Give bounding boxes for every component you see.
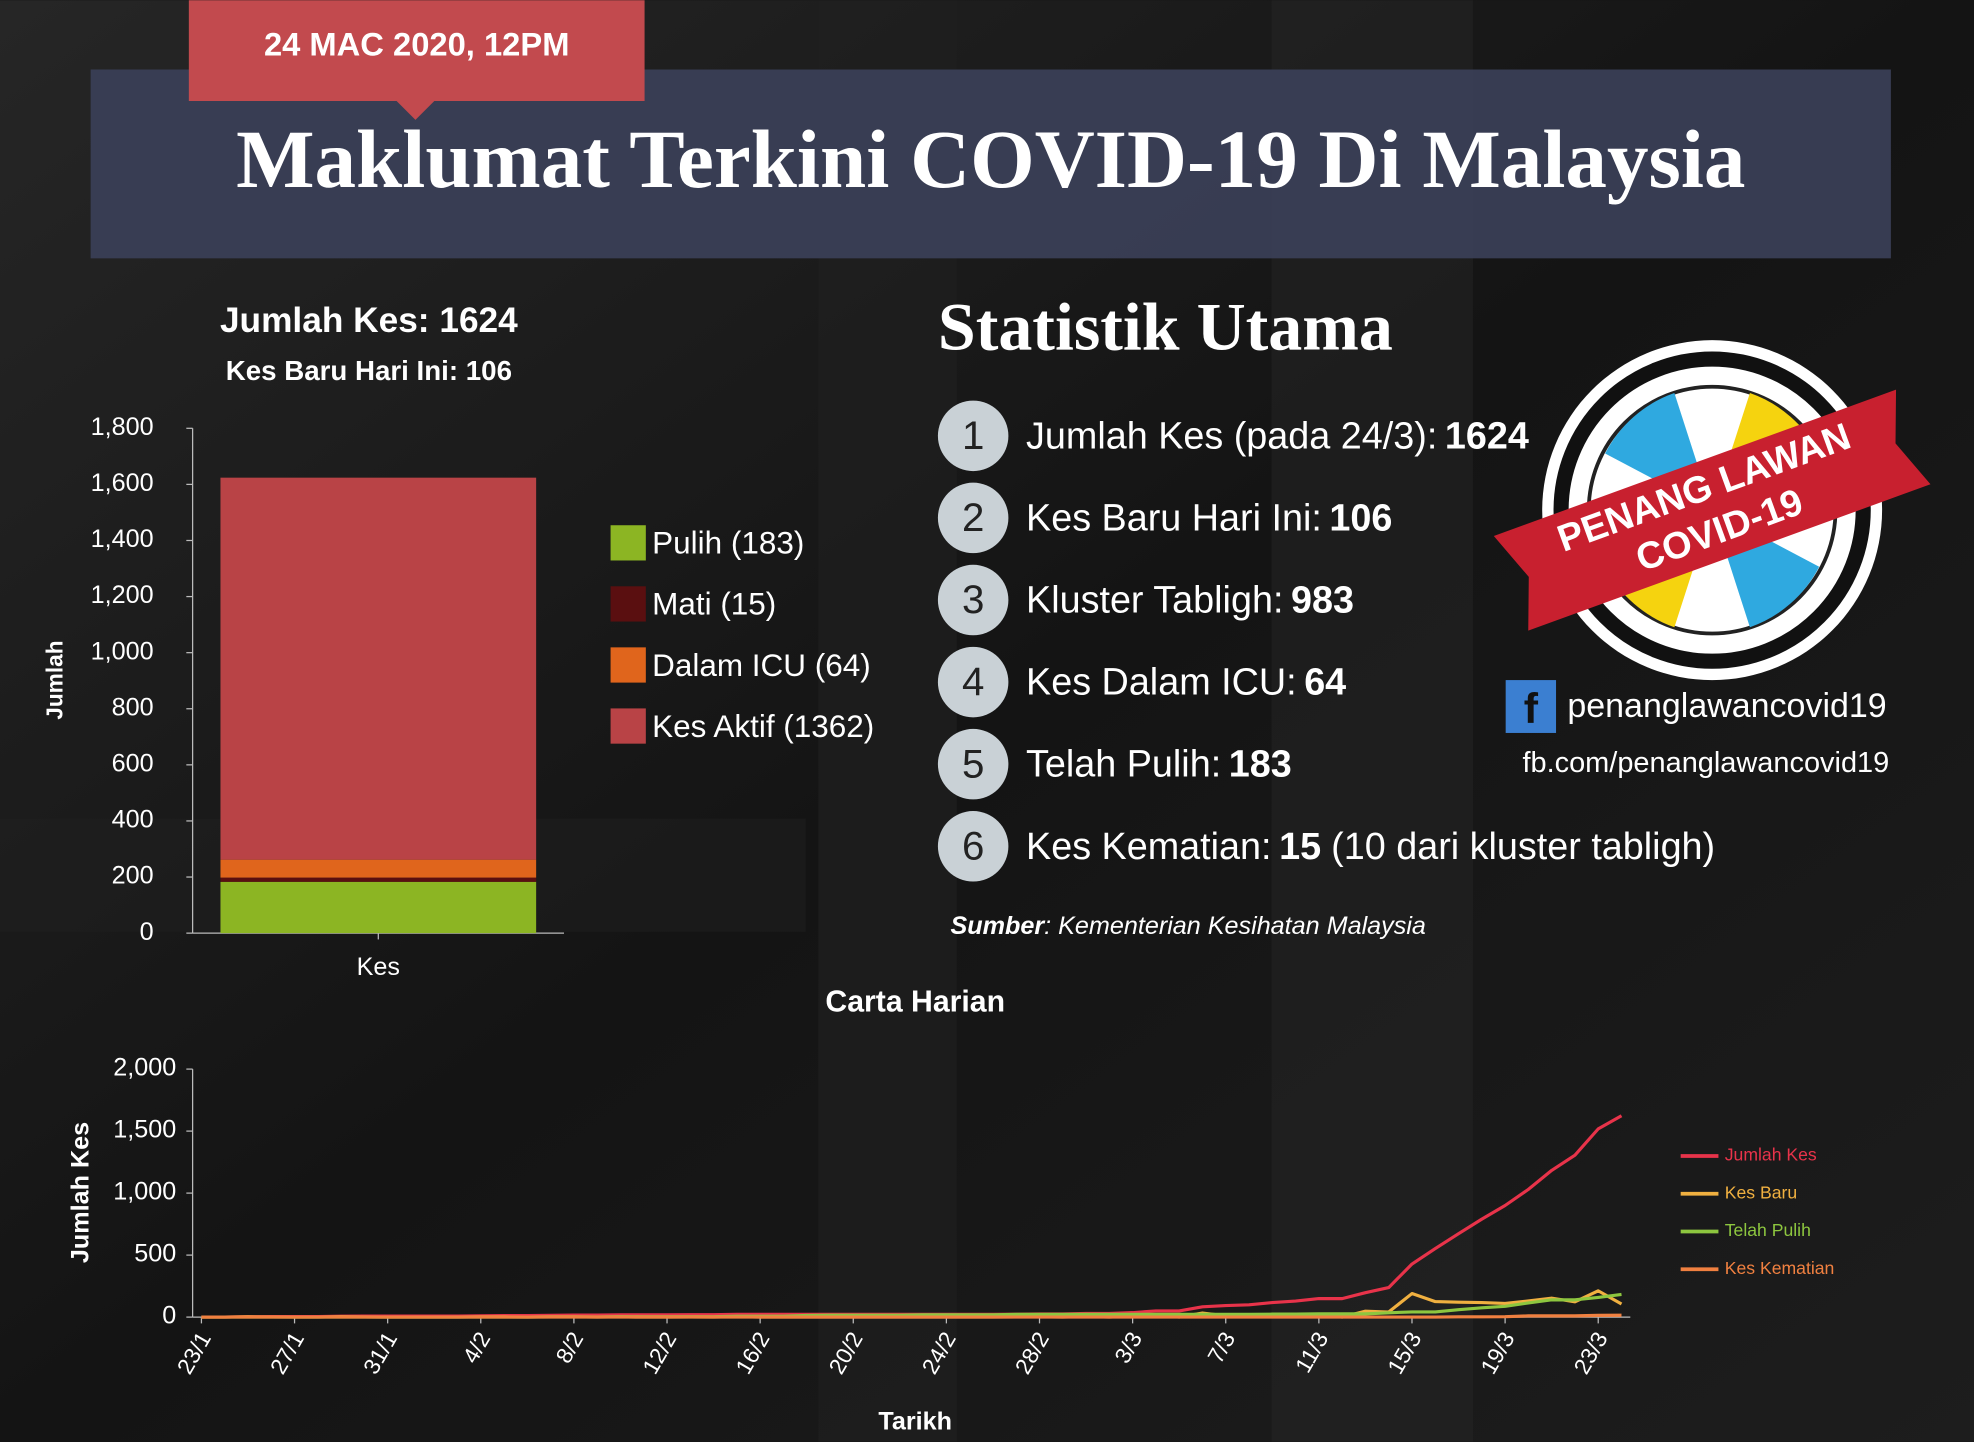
legend-swatch [610, 647, 646, 683]
legend-label: Telah Pulih [1725, 1220, 1811, 1240]
legend-label: Kes Baru [1725, 1182, 1797, 1202]
bar-chart-subtitle: Kes Baru Hari Ini: 106 [226, 355, 512, 386]
badge-ribbon [1493, 389, 1931, 631]
legend-label: Pulih (183) [652, 526, 804, 561]
stat-number: 6 [962, 823, 984, 868]
bar-segment [220, 859, 537, 878]
line-chart-title: Carta Harian [825, 986, 1005, 1019]
y-tick-label: 0 [162, 1302, 176, 1330]
stat-item: Kes Dalam ICU: 64 [1026, 662, 1346, 704]
bar-segment [220, 877, 537, 882]
legend-swatch [610, 586, 646, 622]
legend-label: Dalam ICU (64) [652, 648, 871, 683]
stat-item: Telah Pulih: 183 [1026, 744, 1292, 786]
bar-chart-title: Jumlah Kes: 1624 [220, 301, 518, 340]
date: 24 MAC 2020, 12PM [264, 25, 570, 62]
stats-title: Statistik Utama [938, 288, 1393, 364]
y-tick-label: 1,200 [91, 581, 154, 609]
facebook-icon [1505, 680, 1557, 733]
source-label: Sumber [950, 911, 1045, 939]
legend-swatch [610, 525, 646, 561]
badge-ring [1553, 351, 1871, 669]
y-tick-label: 0 [140, 918, 154, 946]
stat-value: 106 [1329, 497, 1392, 539]
legend-label: Kes Aktif (1362) [652, 709, 874, 744]
stat-number: 3 [962, 577, 984, 622]
stat-note: (10 dari kluster tabligh) [1331, 826, 1715, 868]
stat-label: Telah Pulih: [1026, 744, 1221, 786]
stats-list: 1 Jumlah Kes (pada 24/3): 1624 2 Kes Baru Ha… [937, 400, 1715, 882]
y-tick-label: 1,600 [91, 469, 154, 497]
legend-swatch [610, 708, 646, 744]
y-tick-label: 1,000 [91, 637, 154, 665]
stat-item: Kes Baru Hari Ini: 106 [1026, 497, 1392, 539]
stat-number-circle [937, 482, 1009, 554]
facebook-url: fb.com/penanglawancovid19 [1522, 747, 1889, 779]
stat-number-circle [937, 811, 1009, 882]
facebook-icon-letter: f [1524, 685, 1539, 733]
y-tick-label: 600 [112, 750, 154, 778]
source: Sumber: Kementerian Kesihatan Malaysia [950, 911, 1425, 939]
stat-number-circle [937, 646, 1009, 718]
y-axis-label: Jumlah [42, 640, 68, 719]
stat-label: Jumlah Kes (pada 24/3): [1026, 415, 1437, 457]
stat-value: 983 [1291, 580, 1354, 622]
stat-number: 1 [962, 413, 984, 458]
badge: PENANG LAWAN COVID-19 [1493, 340, 1931, 681]
x-tick-label: Kes [357, 953, 400, 981]
y-tick-label: 1,400 [91, 525, 154, 553]
y-tick-label: 500 [134, 1240, 176, 1268]
line-series [201, 1313, 1622, 1319]
y-tick-label: 200 [112, 862, 154, 890]
stat-item: Kluster Tabligh: 983 [1026, 580, 1354, 622]
source-text: : Kementerian Kesihatan Malaysia [1044, 911, 1426, 939]
date-tab [188, 0, 645, 120]
stat-label: Kluster Tabligh: [1026, 580, 1283, 622]
stat-item: Jumlah Kes (pada 24/3): 1624 [1026, 415, 1529, 457]
stat-number: 4 [962, 659, 984, 704]
stat-item: Kes Kematian: 15 (10 dari kluster tabligh) [1026, 826, 1715, 868]
y-tick-label: 1,500 [113, 1116, 176, 1144]
legend-label: Jumlah Kes [1725, 1145, 1817, 1165]
stat-value: 183 [1229, 744, 1292, 786]
stat-value: 15 [1279, 826, 1321, 868]
legend-label: Mati (15) [652, 587, 776, 622]
bar-segment [220, 477, 537, 860]
stat-label: Kes Dalam ICU: [1026, 662, 1297, 704]
stat-number-circle [937, 728, 1009, 800]
x-axis-label: Tarikh [878, 1408, 952, 1436]
y-axis-label: Jumlah Kes [66, 1122, 94, 1263]
facebook-handle: penanglawancovid19 [1567, 687, 1886, 725]
stat-value: 64 [1304, 662, 1346, 704]
y-tick-label: 400 [112, 806, 154, 834]
bar-segment [220, 881, 537, 934]
stat-number-circle [937, 400, 1009, 472]
stat-number: 5 [962, 741, 984, 786]
legend-label: Kes Kematian [1725, 1258, 1835, 1278]
y-tick-label: 2,000 [113, 1054, 176, 1082]
stat-label: Kes Kematian: [1026, 826, 1272, 868]
stat-value: 1624 [1445, 415, 1529, 457]
stat-label: Kes Baru Hari Ini: [1026, 497, 1322, 539]
stat-number: 2 [962, 495, 984, 540]
page-title: Maklumat Terkini COVID-19 Di Malaysia [236, 113, 1745, 205]
y-tick-label: 800 [112, 693, 154, 721]
y-tick-label: 1,800 [91, 413, 154, 441]
y-tick-label: 1,000 [113, 1178, 176, 1206]
stat-number-circle [937, 564, 1009, 636]
